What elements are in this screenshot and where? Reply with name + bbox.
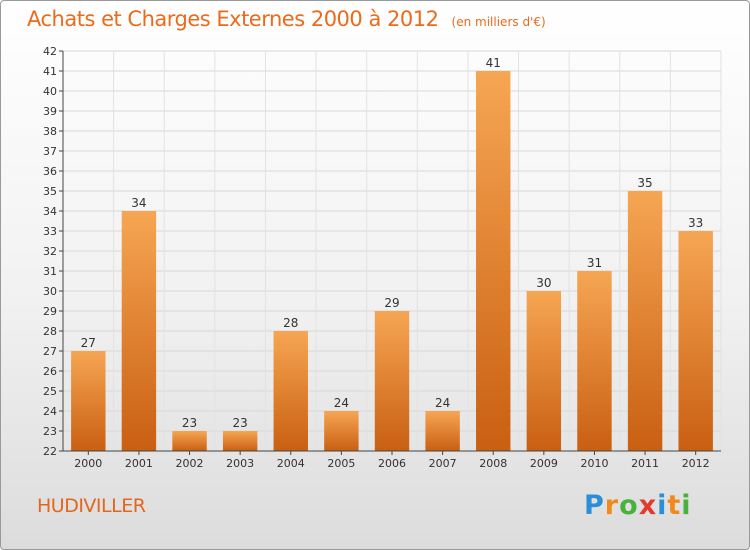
data-label: 24 (334, 396, 349, 410)
data-label: 41 (486, 56, 501, 70)
bar (678, 231, 713, 451)
data-label: 23 (233, 416, 248, 430)
logo-letter: t (667, 490, 682, 521)
x-tick-label: 2008 (479, 457, 507, 470)
y-tick-label: 37 (43, 145, 57, 158)
data-label: 34 (131, 196, 146, 210)
labels: 22 23 24 25 26 27 28 29 30 31 32 33 34 35 36 37 38 39 40 41… (43, 45, 710, 470)
logo-letter: o (619, 490, 639, 521)
chart-title: Achats et Charges Externes 2000 à 2012 (… (27, 7, 546, 31)
y-tick-label: 24 (43, 405, 57, 418)
x-tick-label: 2010 (580, 457, 608, 470)
logo-letter: x (638, 490, 658, 521)
bar (222, 431, 258, 451)
x-tick-label: 2007 (429, 457, 457, 470)
y-tick-label: 40 (43, 85, 57, 98)
bar (121, 211, 157, 451)
proxiti-logo[interactable]: Proxiti (584, 490, 692, 521)
data-label: 24 (435, 396, 450, 410)
y-tick-label: 36 (43, 165, 57, 178)
chart-title-text: Achats et Charges Externes 2000 à 2012 (27, 7, 439, 31)
logo-letter: P (584, 490, 605, 521)
y-tick-label: 39 (43, 105, 57, 118)
x-tick-label: 2002 (176, 457, 204, 470)
commune-name: HUDIVILLER (37, 495, 146, 517)
y-tick-label: 29 (43, 305, 57, 318)
bar (577, 271, 612, 451)
logo-letter: i (657, 490, 668, 521)
y-tick-label: 41 (43, 65, 57, 78)
bar (476, 71, 511, 451)
bar (526, 291, 562, 451)
bar (172, 431, 207, 451)
data-label: 27 (81, 336, 96, 350)
y-tick-label: 22 (43, 445, 57, 458)
x-tick-label: 2009 (530, 457, 558, 470)
chart-unit-text: (en milliers d'€) (451, 15, 546, 29)
bar (273, 331, 308, 451)
y-tick-label: 30 (43, 285, 57, 298)
logo-letter: i (681, 490, 692, 521)
y-tick-label: 25 (43, 385, 57, 398)
x-tick-label: 2004 (277, 457, 305, 470)
data-label: 29 (384, 296, 399, 310)
bar (374, 311, 410, 451)
y-tick-label: 38 (43, 125, 57, 138)
x-tick-label: 2011 (631, 457, 659, 470)
data-label: 35 (637, 176, 652, 190)
y-tick-label: 33 (43, 225, 57, 238)
y-tick-label: 23 (43, 425, 57, 438)
y-tick-label: 34 (43, 205, 57, 218)
bars (71, 71, 713, 451)
y-tick-label: 35 (43, 185, 57, 198)
bar (324, 411, 359, 451)
data-label: 30 (536, 276, 551, 290)
data-label: 33 (688, 216, 703, 230)
logo-letter: r (604, 490, 620, 521)
x-tick-label: 2012 (682, 457, 710, 470)
y-tick-label: 42 (43, 45, 57, 58)
bar (71, 351, 106, 451)
bar (627, 191, 663, 451)
y-tick-label: 28 (43, 325, 57, 338)
x-tick-label: 2005 (327, 457, 355, 470)
y-tick-label: 27 (43, 345, 57, 358)
y-tick-label: 32 (43, 245, 57, 258)
x-tick-label: 2006 (378, 457, 406, 470)
y-tick-label: 26 (43, 365, 57, 378)
data-label: 23 (182, 416, 197, 430)
data-label: 28 (283, 316, 298, 330)
x-tick-label: 2001 (125, 457, 153, 470)
y-tick-label: 31 (43, 265, 57, 278)
axes (59, 50, 721, 455)
x-tick-label: 2003 (226, 457, 254, 470)
data-label: 31 (587, 256, 602, 270)
x-tick-label: 2000 (74, 457, 102, 470)
bar (425, 411, 460, 451)
